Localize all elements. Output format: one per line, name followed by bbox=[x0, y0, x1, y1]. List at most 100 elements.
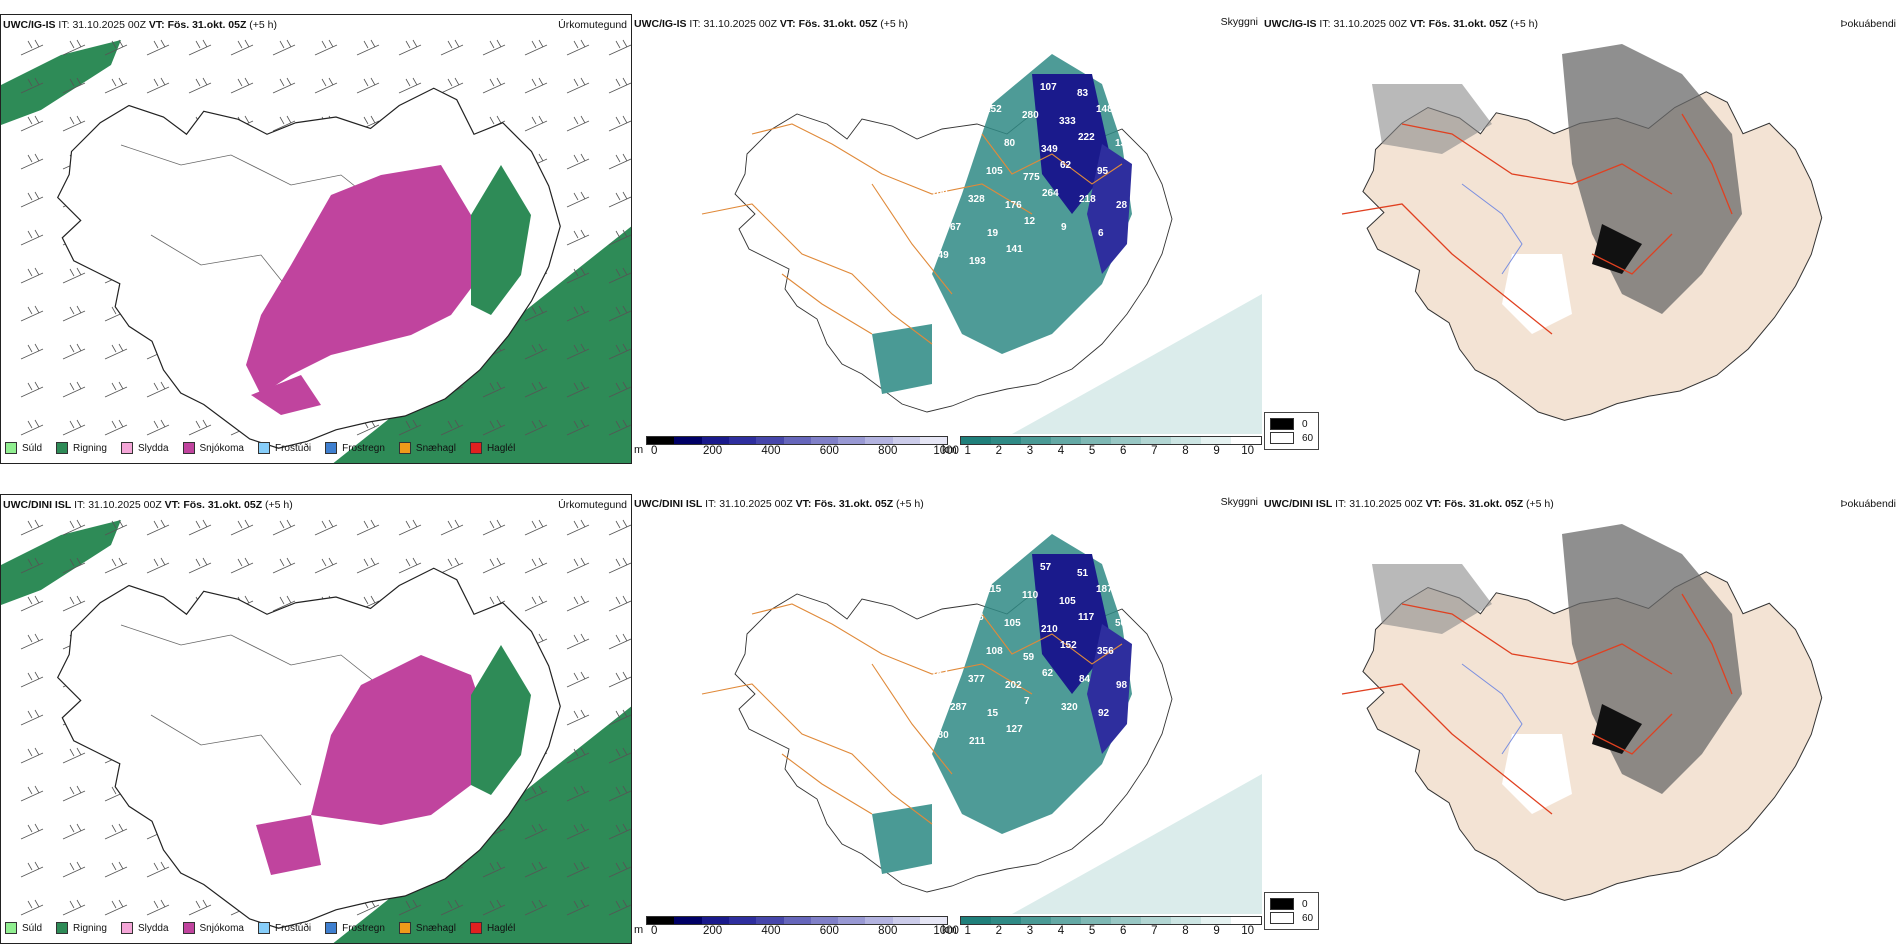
legend-label: Frostúði bbox=[274, 442, 312, 454]
wind-barb bbox=[146, 419, 170, 436]
wind-barb bbox=[62, 39, 86, 56]
legend-item: Frostúði bbox=[257, 922, 311, 934]
wind-barb bbox=[356, 77, 380, 94]
legend-swatch bbox=[398, 442, 411, 454]
dense-fog bbox=[1592, 704, 1642, 754]
wind-barb bbox=[146, 77, 170, 94]
cloud-base-label: 127 bbox=[1006, 724, 1023, 735]
wind-barb bbox=[104, 899, 128, 916]
legend-item: Frostúði bbox=[257, 442, 312, 454]
road bbox=[701, 683, 933, 825]
wind-barb bbox=[62, 77, 86, 94]
cloud-base-label: 349 bbox=[1041, 144, 1058, 155]
wind-barb bbox=[356, 557, 380, 574]
wind-barb bbox=[62, 519, 86, 536]
colorbar-tick: 9 bbox=[1213, 445, 1220, 457]
wind-barb bbox=[62, 785, 86, 802]
wind-barb bbox=[20, 191, 44, 208]
cloud-base-label: 144 bbox=[911, 110, 928, 121]
cloud-base-label: 75 bbox=[892, 76, 904, 87]
cloud-base-label: 211 bbox=[969, 736, 986, 747]
legend-label: Haglél bbox=[486, 442, 516, 454]
wind-barb bbox=[104, 823, 128, 840]
cloud-base-label: 61 bbox=[1114, 556, 1126, 567]
wind-barb bbox=[482, 39, 506, 56]
wind-barb bbox=[566, 191, 590, 208]
legend-label: Súld bbox=[22, 442, 43, 454]
cloud-base-label: 111 bbox=[893, 618, 909, 629]
colorbar-tick: 600 bbox=[819, 925, 839, 937]
river bbox=[1461, 183, 1523, 275]
precip-legend: Súld Rigning Slydda Snjókoma Frostúði Frostre… bbox=[5, 437, 515, 459]
legend-swatch bbox=[120, 922, 133, 934]
colorbar-unit: m bbox=[634, 924, 644, 936]
wind-barb bbox=[20, 267, 44, 284]
legend-label: Rigning bbox=[73, 442, 107, 454]
wind-barb bbox=[188, 519, 212, 536]
visibility-area-south bbox=[872, 804, 932, 874]
cloud-base-label: 187 bbox=[1096, 584, 1113, 595]
cloud-base-label: 106 bbox=[894, 200, 911, 211]
wind-barb bbox=[314, 39, 338, 56]
visibility-colorbar: km 1 2 3 4 5 6 7 8 9 10 bbox=[942, 436, 1262, 459]
legend-label: Snjókoma bbox=[199, 922, 244, 934]
legend-item: Frostregn bbox=[325, 442, 385, 454]
wind-barb bbox=[608, 557, 631, 574]
wind-barb bbox=[104, 343, 128, 360]
wind-barb bbox=[566, 633, 590, 650]
legend-item: Snjókoma bbox=[182, 922, 244, 934]
wind-barb bbox=[272, 39, 296, 56]
fog-map bbox=[1341, 44, 1823, 421]
cloud-base-label: 939 bbox=[895, 724, 912, 735]
cloud-base-label: 264 bbox=[1042, 188, 1059, 199]
wind-barb bbox=[440, 77, 464, 94]
colorbar-tick: 9 bbox=[1213, 925, 1220, 937]
cloud-base-label: 192 bbox=[913, 216, 930, 227]
wind-barb bbox=[188, 899, 212, 916]
snow-area bbox=[246, 165, 481, 395]
colorbar-tick: 1 bbox=[964, 925, 971, 937]
wind-barb bbox=[104, 861, 128, 878]
fog-map bbox=[1341, 524, 1823, 901]
cloud-base-label: 597 bbox=[949, 640, 966, 651]
wind-barb bbox=[524, 381, 548, 398]
road bbox=[701, 203, 933, 345]
low-cloud-area bbox=[1032, 554, 1112, 694]
wind-barb bbox=[566, 77, 590, 94]
low-cloud-area-east bbox=[1087, 624, 1132, 754]
wind-barb bbox=[566, 229, 590, 246]
legend-swatch bbox=[325, 442, 338, 454]
cloud-base-label: 69 bbox=[913, 696, 925, 707]
wind-barb bbox=[272, 77, 296, 94]
cloud-base-label: 280 bbox=[932, 730, 949, 741]
low-visibility-sea bbox=[1012, 774, 1262, 914]
cloud-base-label: 775 bbox=[1023, 172, 1040, 183]
cloud-base-label: 287 bbox=[950, 702, 967, 713]
wind-barb bbox=[272, 115, 296, 132]
wind-barb bbox=[524, 77, 548, 94]
cloud-base-label: 98 bbox=[1116, 680, 1128, 691]
cloud-base-label: 356 bbox=[1097, 646, 1114, 657]
road bbox=[781, 273, 873, 335]
cloud-base-panel-row2: UWC/DINI ISL IT: 31.10.2025 00Z VT: Fös.… bbox=[632, 494, 1262, 944]
wind-barb bbox=[566, 343, 590, 360]
cloud-base-colorbar: m 0 200 400 600 800 1000 bbox=[634, 436, 959, 459]
wind-barb bbox=[104, 381, 128, 398]
colorbar-tick: 4 bbox=[1057, 925, 1065, 937]
wind-barb bbox=[146, 519, 170, 536]
cloud-base-label: 57 bbox=[1040, 562, 1052, 573]
legend-label: Haglél bbox=[486, 922, 516, 934]
legend-swatch bbox=[325, 922, 338, 934]
cloud-base-label: 34 bbox=[1003, 76, 1015, 87]
snow-area bbox=[311, 655, 491, 825]
cloud-base-label: 67 bbox=[950, 222, 962, 233]
wind-barb bbox=[566, 595, 590, 612]
cloud-base-label: 7 bbox=[1024, 696, 1030, 707]
wind-barb bbox=[482, 419, 506, 436]
cloud-base-label: 105 bbox=[948, 116, 965, 127]
cloud-base-panel-row1: UWC/IG-IS IT: 31.10.2025 00Z VT: Fös. 31… bbox=[632, 14, 1262, 464]
snow-area-south bbox=[251, 375, 321, 415]
wind-barb bbox=[398, 419, 422, 436]
wind-barb bbox=[20, 343, 44, 360]
road bbox=[1401, 123, 1673, 195]
